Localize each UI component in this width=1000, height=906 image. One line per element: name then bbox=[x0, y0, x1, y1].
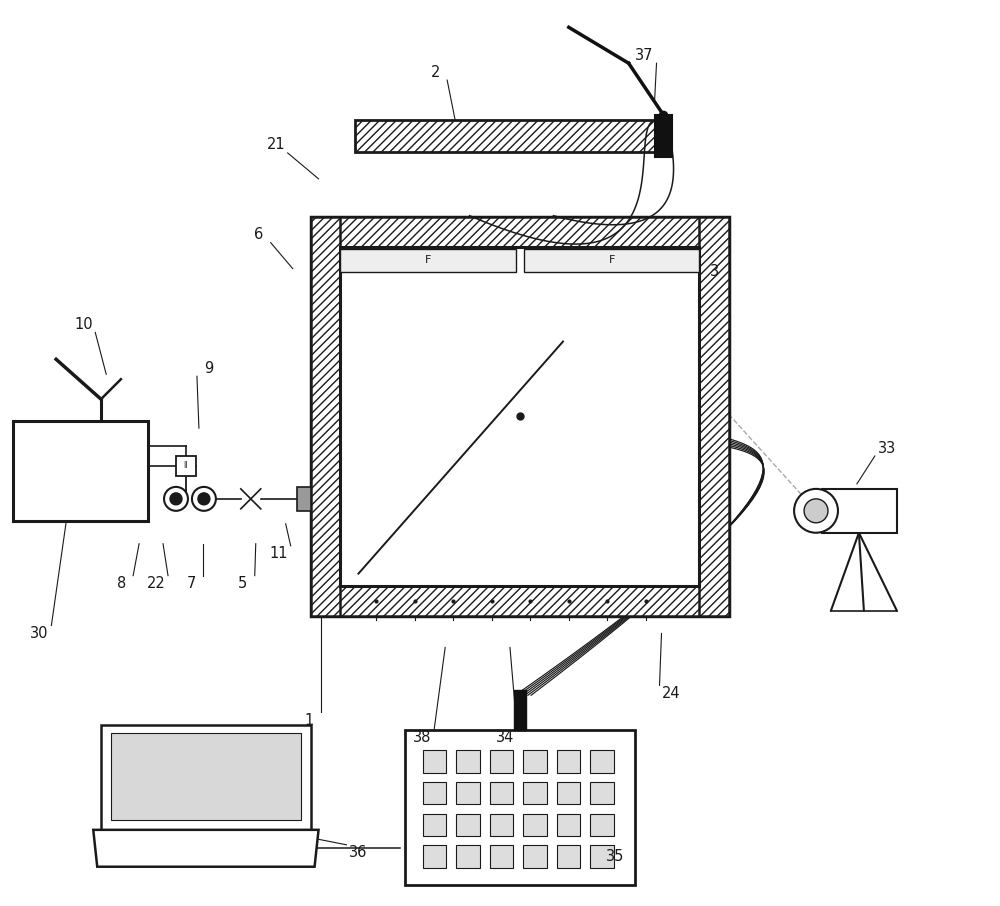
Bar bbox=[423, 845, 446, 868]
Bar bbox=[557, 814, 580, 836]
Bar bbox=[423, 750, 446, 773]
Circle shape bbox=[170, 493, 182, 505]
Text: 22: 22 bbox=[147, 576, 165, 591]
Circle shape bbox=[794, 489, 838, 533]
Bar bbox=[405, 730, 635, 884]
Bar bbox=[311, 217, 729, 615]
Text: 38: 38 bbox=[413, 729, 431, 745]
Text: 30: 30 bbox=[30, 626, 49, 641]
Bar bbox=[456, 845, 480, 868]
Circle shape bbox=[164, 487, 188, 511]
Bar bbox=[523, 782, 547, 805]
Text: F: F bbox=[608, 255, 615, 265]
Text: 24: 24 bbox=[662, 686, 681, 700]
Bar bbox=[176, 456, 196, 476]
Bar bbox=[456, 814, 480, 836]
Bar bbox=[699, 217, 729, 615]
Bar bbox=[456, 782, 480, 805]
Text: 1: 1 bbox=[304, 713, 313, 728]
Bar bbox=[523, 750, 547, 773]
Bar bbox=[822, 489, 897, 533]
Bar bbox=[355, 120, 655, 152]
Bar bbox=[490, 814, 513, 836]
Text: 33: 33 bbox=[878, 440, 896, 456]
Bar bbox=[490, 750, 513, 773]
Text: 34: 34 bbox=[496, 729, 514, 745]
Polygon shape bbox=[93, 830, 319, 867]
Text: 36: 36 bbox=[349, 845, 368, 861]
Bar bbox=[590, 845, 614, 868]
Circle shape bbox=[192, 487, 216, 511]
Bar bbox=[456, 750, 480, 773]
Text: 8: 8 bbox=[117, 576, 126, 591]
Text: 6: 6 bbox=[254, 227, 263, 242]
Bar bbox=[311, 217, 729, 246]
Bar bbox=[297, 487, 311, 511]
Bar bbox=[340, 246, 699, 585]
Bar bbox=[101, 725, 311, 830]
Bar bbox=[590, 814, 614, 836]
Bar bbox=[524, 248, 699, 272]
Text: 11: 11 bbox=[269, 546, 288, 561]
Text: 3: 3 bbox=[710, 264, 719, 279]
Bar bbox=[514, 690, 526, 730]
Bar bbox=[590, 782, 614, 805]
Text: II: II bbox=[184, 461, 188, 470]
Bar bbox=[311, 217, 340, 615]
Text: 21: 21 bbox=[266, 138, 285, 152]
Bar bbox=[490, 845, 513, 868]
Bar bbox=[311, 585, 729, 615]
Text: 2: 2 bbox=[431, 64, 440, 80]
Bar bbox=[423, 814, 446, 836]
Bar bbox=[557, 782, 580, 805]
Bar bbox=[557, 845, 580, 868]
Text: 37: 37 bbox=[635, 48, 654, 63]
Text: 5: 5 bbox=[238, 576, 247, 591]
Text: 35: 35 bbox=[605, 849, 624, 864]
Text: 7: 7 bbox=[186, 576, 196, 591]
Circle shape bbox=[198, 493, 210, 505]
Text: F: F bbox=[425, 255, 431, 265]
Circle shape bbox=[804, 499, 828, 523]
Bar bbox=[523, 845, 547, 868]
Bar bbox=[111, 733, 301, 820]
Bar bbox=[340, 248, 516, 272]
Bar bbox=[13, 421, 148, 521]
Bar bbox=[557, 750, 580, 773]
Text: 9: 9 bbox=[204, 361, 214, 376]
Bar bbox=[523, 814, 547, 836]
Text: 10: 10 bbox=[74, 317, 93, 332]
Bar bbox=[590, 750, 614, 773]
Bar bbox=[423, 782, 446, 805]
Bar bbox=[490, 782, 513, 805]
Bar bbox=[655, 115, 672, 157]
